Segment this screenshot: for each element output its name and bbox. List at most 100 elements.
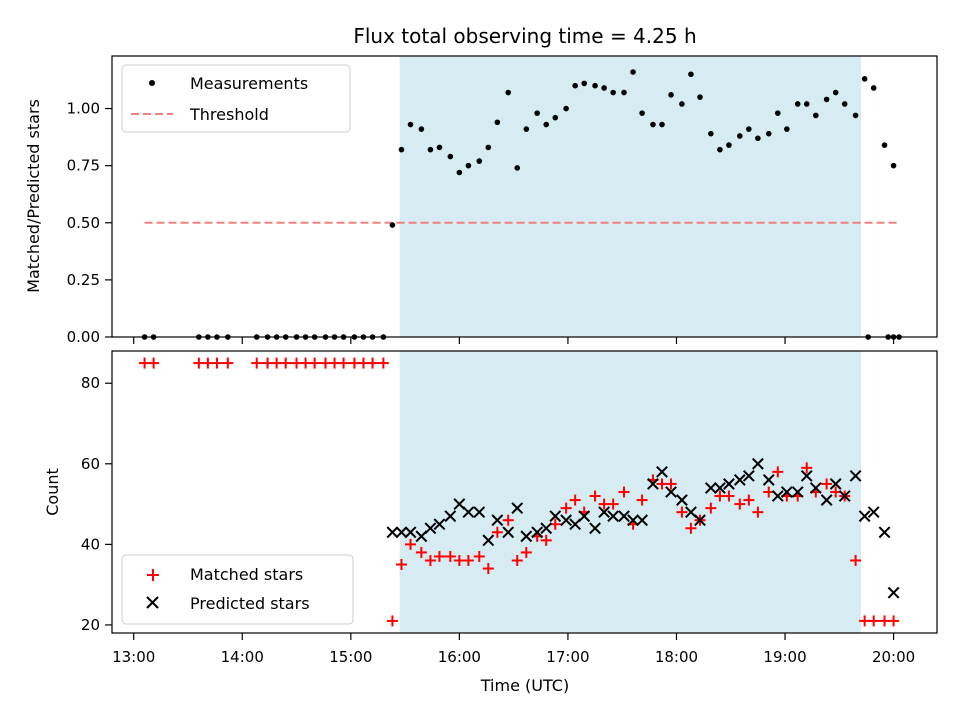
- predicted-point-38: [751, 457, 764, 470]
- measurement-point-63: [803, 101, 810, 107]
- predicted-point-51: [878, 526, 891, 539]
- measurement-point-67: [841, 101, 848, 107]
- matched-point-43: [607, 498, 619, 510]
- measurement-point-53: [708, 130, 714, 137]
- predicted-point-26: [636, 514, 649, 527]
- measurement-point-50: [679, 101, 685, 107]
- predicted-point-36: [733, 474, 746, 486]
- predicted-point-14: [520, 530, 533, 543]
- top-panel: 0.00 0.25 0.50 0.75 1.00 Matched/Predicted s…: [24, 55, 938, 346]
- measurement-point-25: [436, 144, 443, 151]
- bottom-y-axis-label: Count: [43, 468, 62, 516]
- bottom-xtick-label-6: 19:00: [763, 648, 806, 666]
- measurement-point-23: [418, 126, 425, 132]
- measurement-point-47: [650, 121, 656, 128]
- matched-point-31: [491, 526, 503, 538]
- top-ytick-label-3: 0.75: [67, 157, 100, 175]
- predicted-point-42: [791, 486, 804, 498]
- matched-point-38: [560, 502, 572, 514]
- matched-point-56: [734, 498, 746, 510]
- bottom-xtick-label-1: 14:00: [221, 648, 264, 666]
- top-ytick-label-0: 0.00: [67, 328, 100, 346]
- measurement-point-21: [398, 146, 405, 153]
- measurement-point-48: [659, 121, 665, 128]
- measurement-point-22: [407, 121, 414, 128]
- bottom-xtick-label-4: 17:00: [546, 648, 589, 666]
- legend-label-matched: Matched stars: [190, 565, 303, 584]
- legend-marker-measurements: [149, 80, 155, 86]
- matched-point-5: [222, 357, 234, 369]
- predicted-point-5: [433, 518, 446, 531]
- matched-point-51: [685, 522, 697, 534]
- matched-point-33: [511, 554, 523, 566]
- matched-point-44: [618, 486, 630, 498]
- predicted-point-24: [618, 510, 630, 523]
- predicted-point-35: [723, 478, 735, 490]
- measurement-point-24: [427, 146, 434, 153]
- matched-point-21: [395, 559, 407, 571]
- measurement-point-62: [794, 101, 801, 107]
- predicted-point-39: [762, 474, 775, 486]
- matched-point-24: [424, 554, 436, 566]
- count-points: [139, 357, 900, 627]
- matched-point-20: [386, 615, 398, 627]
- predicted-point-29: [665, 486, 677, 498]
- legend-label-threshold: Threshold: [189, 105, 269, 124]
- predicted-point-32: [694, 514, 706, 527]
- measurement-point-40: [581, 80, 588, 87]
- measurement-point-52: [697, 94, 703, 100]
- predicted-point-33: [704, 482, 717, 494]
- measurement-point-64: [812, 112, 819, 119]
- measurement-point-68: [852, 112, 859, 119]
- measurement-point-41: [592, 82, 598, 89]
- bottom-xtick-label-7: 20:00: [872, 648, 915, 666]
- predicted-point-45: [820, 494, 833, 506]
- measurement-point-58: [755, 135, 761, 142]
- predicted-point-9: [473, 506, 486, 519]
- measurement-point-35: [534, 110, 540, 116]
- measurement-point-49: [668, 92, 674, 98]
- bottom-ytick-label-0: 20: [81, 616, 100, 634]
- predicted-point-28: [656, 465, 668, 478]
- matched-point-12: [309, 357, 321, 369]
- matched-point-23: [415, 546, 427, 558]
- predicted-point-4: [424, 522, 437, 535]
- measurement-point-39: [572, 82, 578, 89]
- predicted-point-46: [829, 478, 842, 490]
- matched-point-46: [636, 494, 648, 506]
- matched-point-34: [520, 546, 532, 558]
- bottom-legend-box: [121, 554, 354, 625]
- top-y-axis-label: Matched/Predicted stars: [24, 99, 43, 293]
- predicted-point-16: [540, 522, 553, 535]
- measurement-point-59: [765, 130, 772, 137]
- measurement-point-44: [621, 89, 627, 96]
- measurement-point-45: [630, 69, 636, 75]
- measurement-point-60: [774, 110, 781, 116]
- bottom-x-ticks: 13:00 14:00 15:00 16:00 17:00 18:00 19:00 20:00: [112, 633, 915, 666]
- predicted-point-15: [531, 526, 544, 539]
- matched-point-30: [482, 563, 494, 575]
- top-highlight-span: [399, 56, 862, 337]
- predicted-point-11: [491, 514, 504, 527]
- predicted-point-50: [867, 506, 880, 519]
- matched-point-18: [367, 357, 379, 369]
- matched-point-72: [888, 615, 900, 627]
- measurement-point-30: [485, 144, 492, 151]
- bottom-legend: Matched stars Predicted stars: [121, 554, 354, 625]
- bottom-ytick-label-2: 60: [81, 455, 100, 473]
- predicted-point-30: [675, 494, 688, 506]
- measurement-point-20: [389, 222, 396, 228]
- measurement-point-55: [726, 142, 732, 148]
- measurement-point-29: [476, 158, 483, 164]
- measurement-point-54: [717, 146, 723, 153]
- matched-point-50: [676, 506, 688, 518]
- measurement-point-66: [832, 89, 839, 96]
- matched-point-70: [868, 615, 880, 627]
- measurement-point-32: [505, 89, 512, 96]
- matched-point-57: [743, 494, 755, 506]
- measurement-point-33: [514, 165, 521, 171]
- matched-point-28: [462, 554, 474, 566]
- predicted-point-13: [511, 502, 524, 515]
- legend-marker-matched: [147, 569, 159, 581]
